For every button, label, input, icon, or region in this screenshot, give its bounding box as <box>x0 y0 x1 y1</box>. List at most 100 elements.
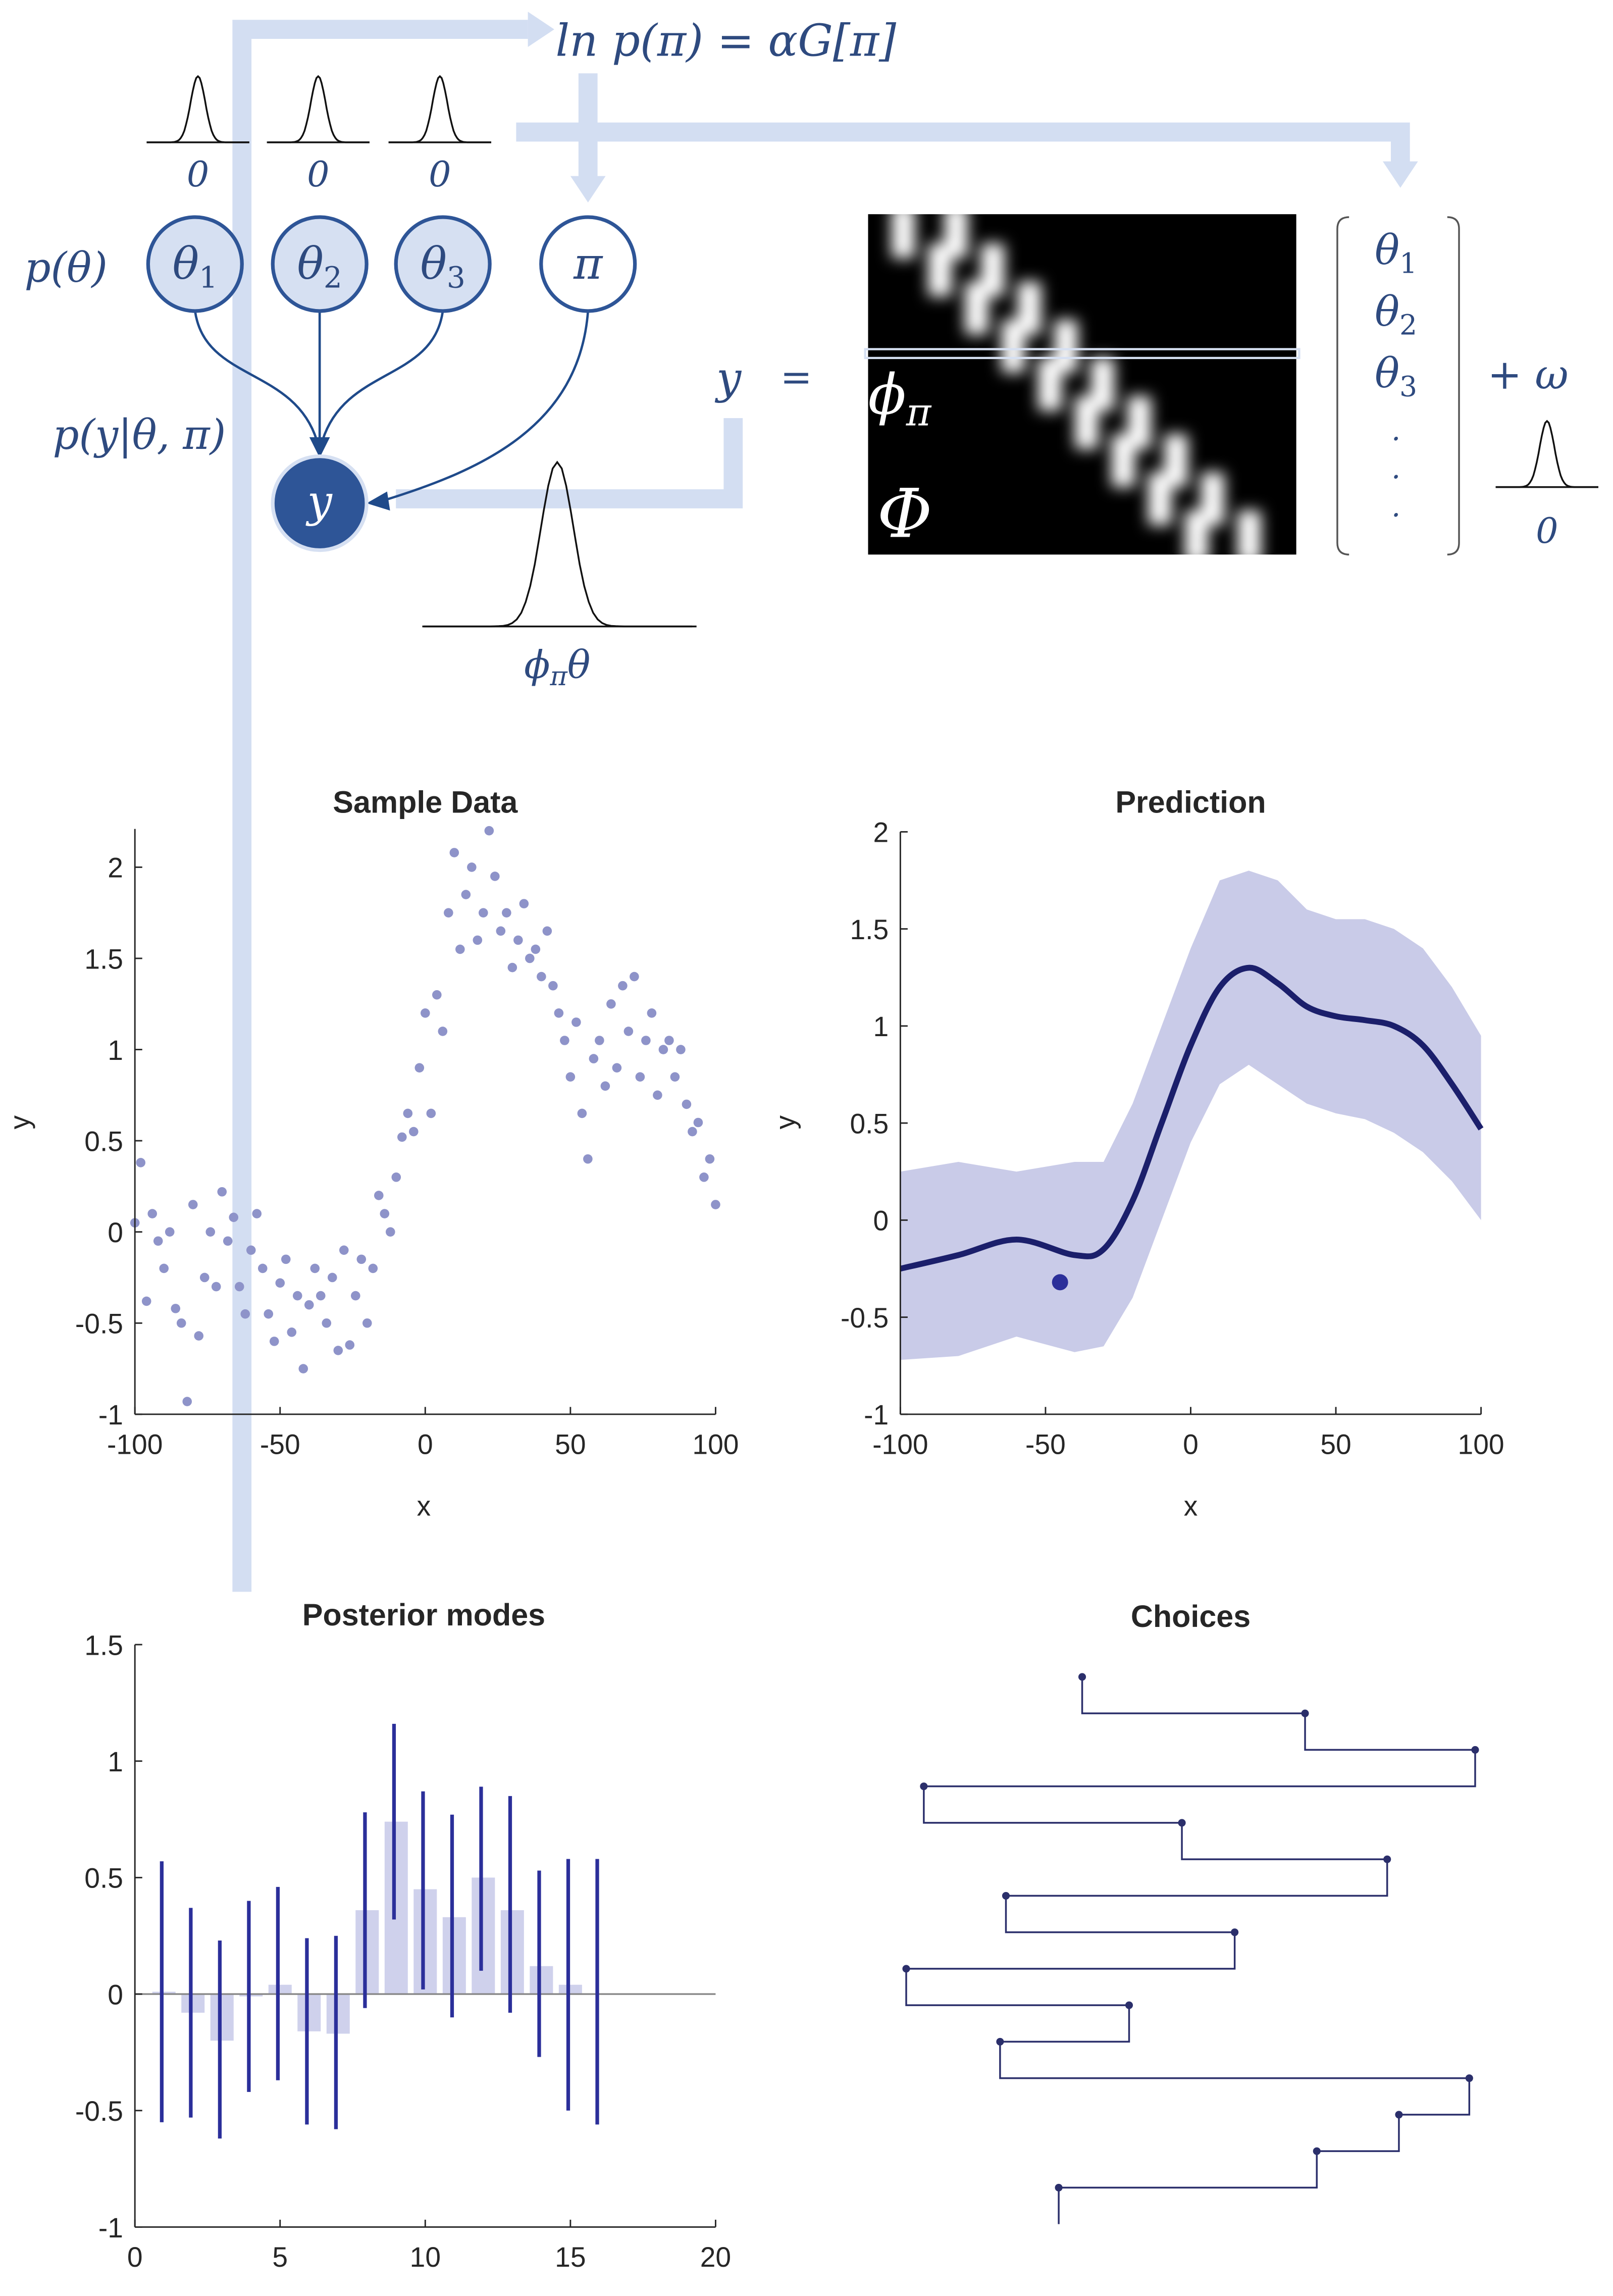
point <box>507 962 517 973</box>
node <box>394 215 492 313</box>
node-label: θ3 <box>420 238 465 294</box>
lhs: y <box>714 352 742 404</box>
point <box>211 1282 221 1292</box>
mean-line <box>900 964 1484 1272</box>
bracket <box>1336 216 1349 555</box>
point <box>490 872 500 881</box>
x-axis-label: x <box>417 1490 431 1521</box>
choice <box>1231 1928 1239 1936</box>
arrow <box>232 20 528 1592</box>
point <box>461 890 471 899</box>
point <box>199 1272 210 1283</box>
bar <box>297 1994 321 2031</box>
point <box>479 908 488 917</box>
choice <box>902 1965 910 1973</box>
point <box>159 1263 169 1273</box>
point <box>234 1282 244 1292</box>
point <box>513 935 523 945</box>
arrowhead <box>309 437 330 458</box>
arrowhead <box>570 176 606 202</box>
vector-dot: . <box>1391 451 1400 485</box>
bar <box>472 1877 495 1995</box>
y-tick-label: -0.5 <box>75 2096 123 2127</box>
point <box>223 1236 233 1246</box>
x-tick-label: 100 <box>1458 1428 1504 1460</box>
point <box>414 1063 425 1073</box>
y-tick-label: 0 <box>108 1979 123 2010</box>
point <box>612 1063 622 1073</box>
point <box>449 848 459 857</box>
obs-label: ϕπθ <box>524 642 590 692</box>
y-tick-label: -0.5 <box>841 1302 889 1334</box>
matrix-diagonal <box>891 205 1261 564</box>
x-tick-label: -50 <box>1025 1428 1066 1460</box>
point <box>333 1346 343 1355</box>
x-axis-label: x <box>1184 1490 1198 1521</box>
point <box>356 1254 367 1264</box>
node-label: θ1 <box>173 238 218 294</box>
point <box>386 1227 395 1237</box>
y-tick-label: 0 <box>873 1205 889 1237</box>
equation: ln p(π) = αG[π] <box>555 15 897 66</box>
edge <box>321 311 444 441</box>
bar <box>239 1994 263 1997</box>
choice <box>1301 1709 1309 1717</box>
point <box>292 1291 302 1301</box>
observation <box>1052 1274 1068 1291</box>
confidence-band <box>900 871 1481 1360</box>
point <box>432 990 442 1000</box>
point <box>188 1200 198 1209</box>
diagonal-block <box>1001 320 1025 373</box>
x-tick-label: 20 <box>700 2241 731 2273</box>
bar <box>558 1984 582 1995</box>
point <box>693 1117 703 1128</box>
point <box>688 1127 697 1137</box>
point <box>519 899 529 908</box>
diagram: ln p(π) = αG[π] 0 0 0 p(θ) p(y|θ, π) θ1 … <box>24 12 1598 1592</box>
point <box>165 1227 175 1237</box>
x-tick-label: 100 <box>692 1428 739 1460</box>
point <box>298 1364 308 1373</box>
point <box>496 926 506 936</box>
point <box>635 1072 645 1082</box>
point <box>182 1397 192 1406</box>
node-label: θ2 <box>297 238 342 294</box>
y-tick-label: 1.5 <box>850 914 889 945</box>
point <box>531 944 541 954</box>
point <box>577 1108 587 1118</box>
point <box>455 944 465 954</box>
matrix-label: Φ <box>877 474 932 553</box>
noise: + ω <box>1487 351 1568 399</box>
gaussian <box>146 75 249 143</box>
point <box>176 1318 186 1328</box>
choice <box>1002 1892 1010 1900</box>
point <box>281 1254 291 1264</box>
point <box>473 935 483 945</box>
choice <box>1078 1673 1086 1681</box>
x-tick-label: 10 <box>410 2241 441 2273</box>
vector-entry: θ1 <box>1375 227 1417 280</box>
point <box>647 1008 657 1018</box>
choice <box>1055 2183 1063 2191</box>
bar <box>210 1994 234 2041</box>
point <box>623 1027 634 1036</box>
point <box>537 972 546 982</box>
bar <box>181 1994 205 2013</box>
x-tick-label: -50 <box>260 1428 300 1460</box>
point <box>171 1304 181 1313</box>
point <box>711 1200 720 1209</box>
y-tick-label: -1 <box>98 2212 123 2243</box>
point <box>368 1263 378 1273</box>
y-tick-label: 1.5 <box>84 1629 123 1661</box>
x-tick-label: -100 <box>872 1428 928 1460</box>
diagonal-block <box>1075 396 1099 449</box>
y-tick-label: 0.5 <box>84 1126 123 1157</box>
choice <box>1125 2001 1133 2009</box>
x-tick-label: 5 <box>272 2241 288 2273</box>
point <box>287 1328 297 1337</box>
x-tick-label: 50 <box>1320 1428 1351 1460</box>
point <box>565 1072 576 1082</box>
x-tick-label: 0 <box>1183 1428 1199 1460</box>
chart-title: Sample Data <box>333 785 518 820</box>
